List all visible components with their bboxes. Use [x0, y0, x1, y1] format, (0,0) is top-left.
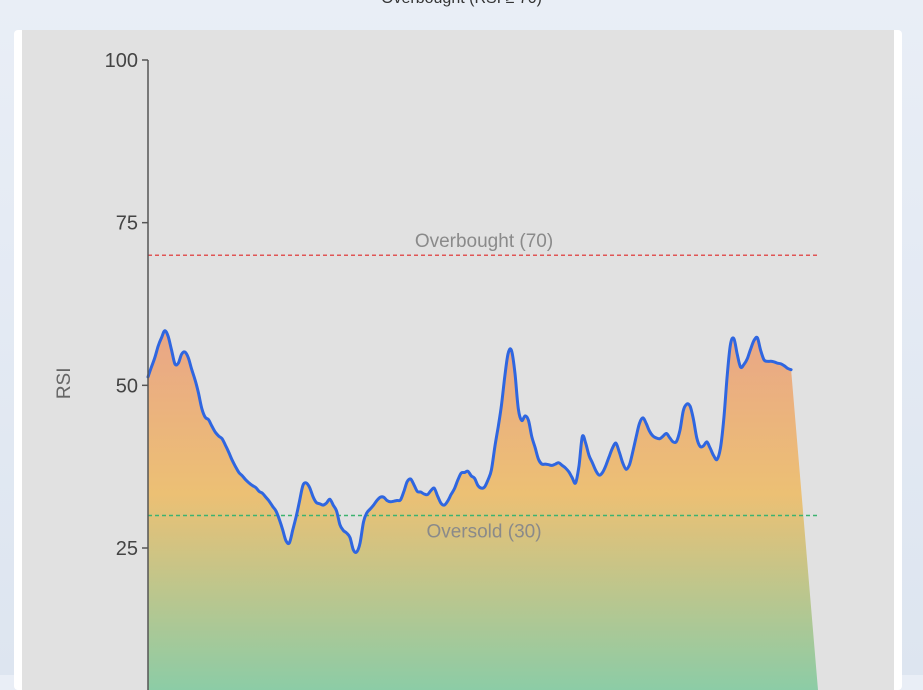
- y-axis-label: RSI: [54, 367, 75, 399]
- rsi-line: [146, 329, 793, 554]
- threshold-label-70: Overbought (70): [415, 231, 553, 252]
- y-tick-label-100: 100: [105, 50, 138, 72]
- threshold-label-30: Oversold (30): [426, 521, 541, 542]
- top-caption: Overbought (RSI ≥ 70): [0, 0, 923, 8]
- y-tick-label-75: 75: [116, 213, 138, 235]
- chart-card: Overbought (70) Oversold (30) 25 50 75 100 R…: [14, 30, 902, 690]
- y-tick-label-25: 25: [116, 538, 138, 560]
- y-tick-label-50: 50: [116, 375, 138, 397]
- rsi-chart: Overbought (70) Oversold (30) 25 50 75 100 R…: [22, 30, 894, 690]
